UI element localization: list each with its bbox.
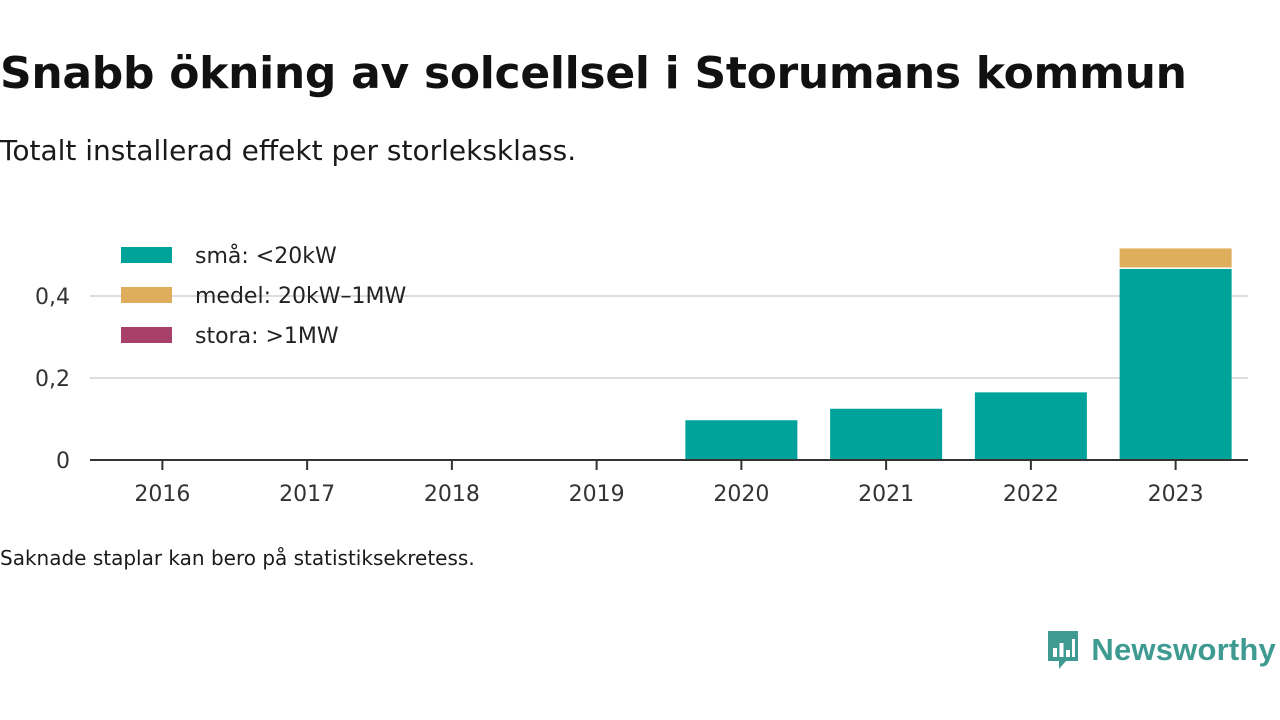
- y-tick-label: 0,4: [35, 285, 70, 310]
- y-tick-label: 0: [56, 449, 70, 474]
- x-tick-label: 2019: [569, 482, 625, 507]
- brand-name: Newsworthy: [1091, 632, 1276, 667]
- bar-2023-series-1: [1119, 248, 1232, 268]
- legend-label: små: <20kW: [195, 243, 337, 269]
- legend-swatch: [121, 287, 172, 303]
- chart-title: Snabb ökning av solcellsel i Storumans k…: [0, 48, 1187, 99]
- legend-label: stora: >1MW: [195, 324, 339, 349]
- x-tick-label: 2016: [134, 482, 190, 507]
- x-tick-label: 2021: [858, 482, 914, 507]
- newsworthy-chart-bubble-icon: [1048, 631, 1079, 669]
- footnote: Saknade staplar kan bero på statistiksek…: [0, 546, 475, 570]
- bar-2020-series-0: [685, 420, 798, 460]
- bars: [685, 248, 1232, 460]
- legend-item: medel: 20kW–1MW: [121, 284, 406, 309]
- bar-2023-series-0: [1119, 268, 1232, 460]
- gridlines: [90, 295, 1248, 379]
- legend: små: <20kW medel: 20kW–1MW stora: >1MW: [121, 243, 406, 349]
- bar-2021-series-0: [830, 408, 943, 460]
- x-tick-label: 2017: [279, 482, 335, 507]
- brand: Newsworthy: [1045, 628, 1276, 672]
- x-tick-label: 2023: [1148, 482, 1204, 507]
- x-tick-label: 2018: [424, 482, 480, 507]
- legend-label: medel: 20kW–1MW: [195, 284, 406, 309]
- x-tick-label: 2022: [1003, 482, 1059, 507]
- y-tick-label: 0,2: [35, 367, 70, 392]
- legend-item: stora: >1MW: [121, 324, 339, 349]
- legend-swatch: [121, 247, 172, 263]
- legend-swatch: [121, 327, 172, 343]
- legend-item: små: <20kW: [121, 243, 337, 269]
- chart-subtitle: Totalt installerad effekt per storlekskl…: [0, 134, 577, 167]
- axes: 0 0,2 0,4 2016 2017 2018 2019 2020 2021 2022 2023: [35, 285, 1248, 507]
- bar-2022-series-0: [974, 392, 1087, 460]
- x-tick-label: 2020: [713, 482, 769, 507]
